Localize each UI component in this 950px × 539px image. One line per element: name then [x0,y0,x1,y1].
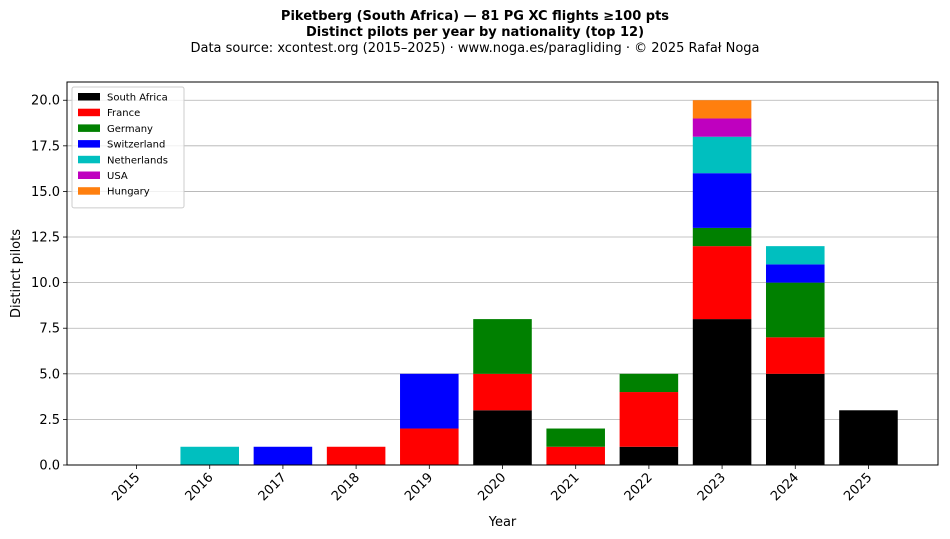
x-tick-label: 2016 [183,470,217,504]
x-axis: 2015 2016 2017 2018 2019 2020 2021 2022 2023 2024… [109,465,875,504]
x-tick-label: 2024 [768,470,802,504]
legend-swatch [78,187,100,195]
y-tick-label: 17.5 [31,139,60,154]
chart-source-note: Data source: xcontest.org (2015–2025) · … [190,41,760,56]
legend-label: Hungary [107,187,150,198]
bar-france-2018 [326,446,386,465]
bar-germany-2020 [473,319,532,374]
x-tick-label: 2018 [329,470,363,504]
legend-label: USA [107,171,128,182]
bar-south-africa-2025 [839,410,898,465]
y-tick-label: 20.0 [31,94,60,109]
bar-germany-2021 [546,428,605,447]
bar-south-africa-2022 [619,446,679,465]
bar-netherlands-2016 [180,446,240,465]
legend-swatch [78,140,100,148]
legend-swatch [78,124,100,132]
y-tick-label: 7.5 [39,322,60,337]
legend-swatch [78,171,100,179]
x-tick-label: 2020 [475,470,509,504]
x-tick-label: 2025 [841,470,875,504]
y-tick-label: 5.0 [39,367,60,382]
x-tick-label: 2023 [695,470,729,504]
x-tick-label: 2015 [109,470,143,504]
bar-france-2019 [400,428,459,465]
x-tick-label: 2019 [402,470,436,504]
chart-subtitle: Distinct pilots per year by nationality … [305,25,645,40]
x-tick-label: 2017 [256,470,290,504]
bar-france-2023 [692,246,752,320]
legend-label: South Africa [107,93,168,104]
chart-title: Piketberg (South Africa) — 81 PG XC flig… [280,9,670,24]
bar-netherlands-2023 [692,136,752,174]
y-axis: 0.0 2.5 5.0 7.5 10.0 12.5 15.0 17.5 20.0 [31,94,67,474]
y-tick-label: 15.0 [31,185,60,200]
legend-label: Switzerland [107,140,165,151]
legend: South Africa France Germany Switzerland Neth… [71,86,185,209]
bar-south-africa-2020 [473,410,532,465]
legend-swatch [78,155,100,164]
chart-title-block: Piketberg (South Africa) — 81 PG XC flig… [0,9,950,57]
bar-hungary-2023 [692,100,752,119]
x-axis-label: Year [488,515,517,530]
legend-label: Netherlands [107,155,168,166]
x-tick-label: 2022 [622,470,656,504]
bar-usa-2023 [692,118,752,137]
bar-france-2020 [473,373,532,411]
bar-france-2021 [546,446,605,465]
bar-switzerland-2024 [765,264,825,283]
bar-netherlands-2024 [765,246,825,265]
legend-swatch [78,108,100,117]
y-tick-label: 12.5 [31,231,60,246]
bar-south-africa-2024 [765,373,825,465]
bar-germany-2024 [765,282,825,338]
y-tick-label: 2.5 [39,413,60,428]
bar-germany-2023 [692,227,752,247]
bar-south-africa-2023 [692,319,752,465]
bar-switzerland-2019 [400,373,459,429]
bar-switzerland-2017 [253,446,313,465]
y-tick-label: 10.0 [31,276,60,291]
bar-switzerland-2023 [692,173,752,228]
x-tick-label: 2021 [549,470,583,504]
y-tick-label: 0.0 [39,459,60,474]
bars [180,100,898,465]
legend-swatch [78,93,100,101]
legend-label: Germany [107,124,153,135]
bar-france-2024 [765,337,825,374]
y-axis-label: Distinct pilots [9,229,24,318]
bar-germany-2022 [619,373,679,393]
legend-label: France [107,108,140,119]
bar-france-2022 [619,392,679,447]
